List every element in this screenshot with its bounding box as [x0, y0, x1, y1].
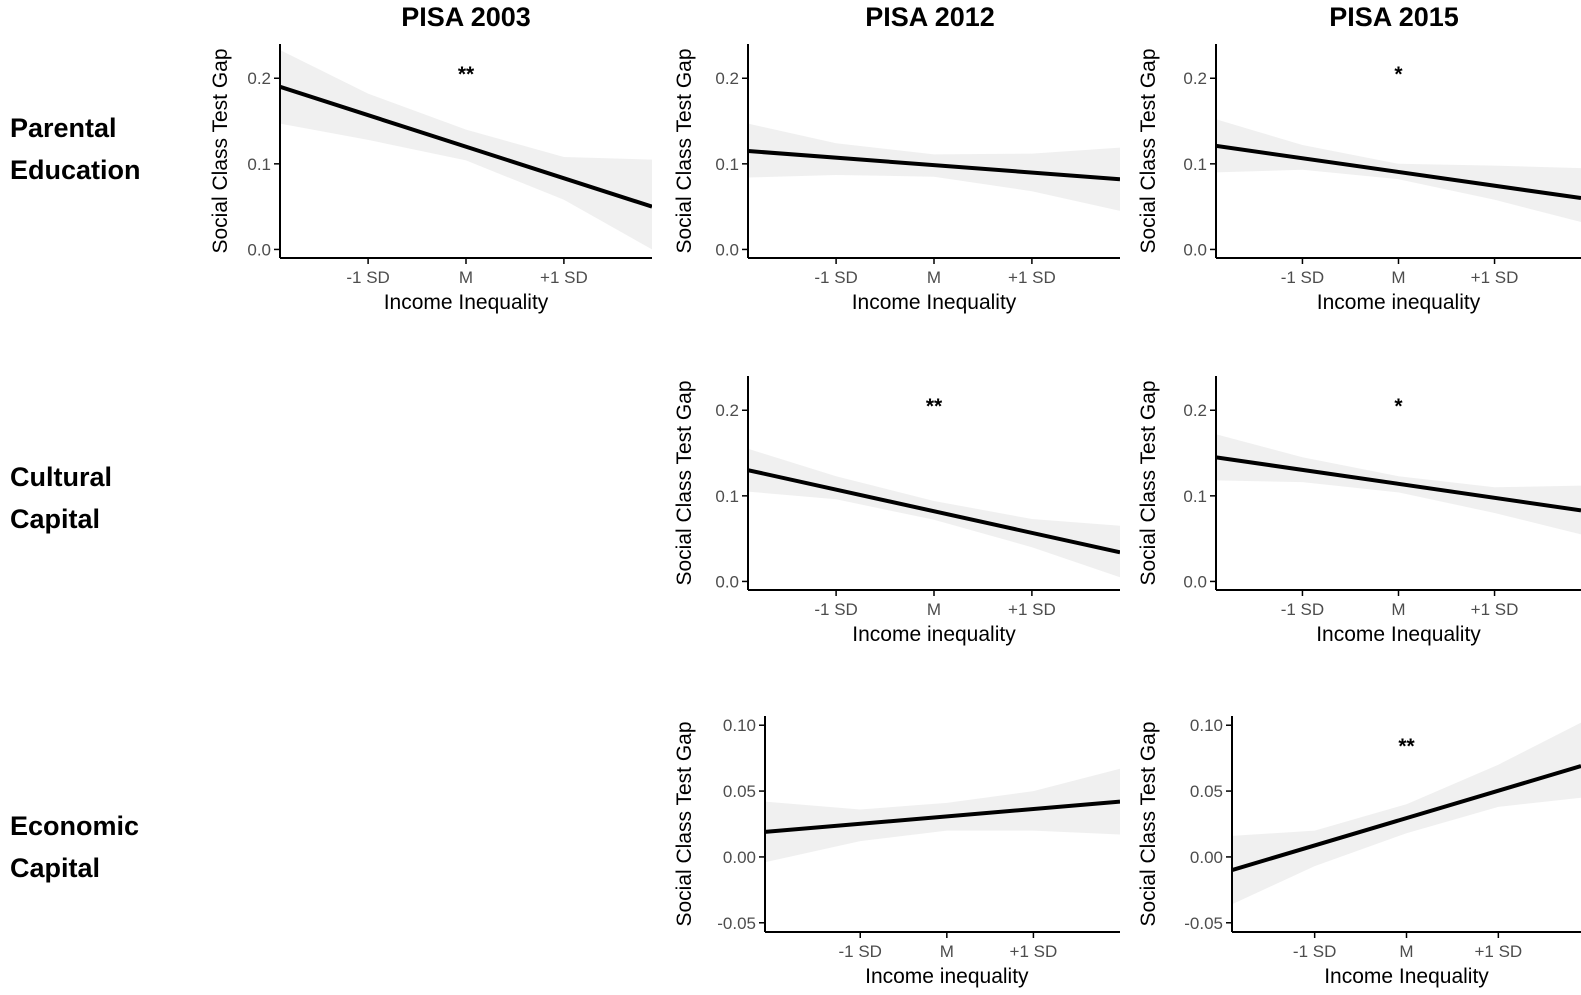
row-label-line: Education — [10, 155, 141, 185]
row-label-line: Capital — [10, 853, 101, 883]
row-label-line: Capital — [10, 504, 101, 534]
y-tick-label: 0.00 — [723, 848, 756, 867]
panel-p2015-parental: 0.0 0.1 0.2 -1 SD M +1 SD Income inequality Soc… — [1137, 44, 1581, 314]
y-axis-title: Social Class Test Gap — [1137, 48, 1160, 253]
significance-label: ** — [926, 395, 943, 418]
x-axis-title: Income inequality — [852, 623, 1016, 646]
x-tick-label: M — [1399, 942, 1413, 961]
y-axis-title: Social Class Test Gap — [1137, 721, 1160, 926]
significance-label: ** — [1398, 735, 1415, 758]
x-axis-title: Income inequality — [1317, 291, 1481, 314]
y-tick-label: 0.0 — [1183, 240, 1207, 259]
y-tick-label: 0.00 — [1190, 848, 1223, 867]
x-tick-label: +1 SD — [540, 268, 588, 287]
x-tick-label: M — [1391, 268, 1405, 287]
row-label-economic-capital: Economic Capital — [10, 805, 139, 889]
y-tick-label: 0.1 — [715, 155, 739, 174]
y-tick-label: 0.1 — [247, 155, 271, 174]
row-label-cultural-capital: Cultural Capital — [10, 456, 112, 540]
panel-p2015-cultural: 0.0 0.1 0.2 -1 SD M +1 SD Income Inequality Soc… — [1137, 376, 1581, 646]
y-axis-title: Social Class Test Gap — [209, 48, 232, 253]
x-tick-label: M — [459, 268, 473, 287]
y-tick-label: 0.1 — [715, 487, 739, 506]
y-tick-label: 0.0 — [247, 240, 271, 259]
x-axis-title: Income Inequality — [1324, 965, 1489, 988]
confidence-band — [748, 123, 1120, 211]
x-tick-label: +1 SD — [1471, 600, 1519, 619]
x-tick-label: -1 SD — [1281, 600, 1324, 619]
y-tick-label: -0.05 — [717, 914, 756, 933]
y-tick-label: 0.10 — [1190, 716, 1223, 735]
significance-label: * — [1394, 63, 1403, 86]
panel-p2012-parental: 0.0 0.1 0.2 -1 SD M +1 SD Income Inequality Soc… — [673, 44, 1120, 314]
regression-line — [748, 468, 1120, 555]
row-label-line: Cultural — [10, 462, 113, 492]
row-label-parental-education: Parental Education — [10, 107, 141, 191]
x-tick-label: -1 SD — [346, 268, 389, 287]
y-axis-title: Social Class Test Gap — [673, 48, 696, 253]
y-tick-label: 0.1 — [1183, 487, 1207, 506]
regression-line — [280, 84, 652, 209]
y-axis-title: Social Class Test Gap — [1137, 380, 1160, 585]
y-tick-label: -0.05 — [1184, 914, 1223, 933]
regression-line — [748, 149, 1120, 182]
significance-label: * — [1394, 395, 1403, 418]
confidence-band — [1232, 722, 1581, 905]
column-title-2012: PISA 2012 — [865, 2, 995, 32]
panel-p2012-cultural: 0.0 0.1 0.2 -1 SD M +1 SD Income inequality Soc… — [673, 376, 1120, 646]
x-tick-label: +1 SD — [1010, 942, 1058, 961]
x-tick-label: -1 SD — [1293, 942, 1336, 961]
y-tick-label: 0.10 — [723, 716, 756, 735]
regression-line — [1216, 143, 1581, 201]
row-label-line: Economic — [10, 811, 140, 841]
x-tick-label: -1 SD — [814, 600, 857, 619]
x-tick-label: M — [927, 600, 941, 619]
y-tick-label: 0.1 — [1183, 155, 1207, 174]
x-tick-label: +1 SD — [1474, 942, 1522, 961]
y-tick-label: 0.2 — [715, 401, 739, 420]
x-axis-title: Income inequality — [865, 965, 1029, 988]
y-tick-label: 0.0 — [715, 572, 739, 591]
y-tick-label: 0.2 — [1183, 69, 1207, 88]
x-axis-title: Income Inequality — [384, 291, 549, 314]
y-axis-title: Social Class Test Gap — [673, 380, 696, 585]
x-tick-label: +1 SD — [1008, 268, 1056, 287]
significance-label: ** — [458, 63, 475, 86]
y-tick-label: 0.0 — [1183, 572, 1207, 591]
y-tick-label: 0.2 — [715, 69, 739, 88]
panel-p2015-economic: -0.05 0.00 0.05 0.10 -1 SD M +1 SD Income Inequ… — [1137, 716, 1581, 988]
regression-line — [1232, 764, 1581, 873]
x-tick-label: +1 SD — [1471, 268, 1519, 287]
y-tick-label: 0.0 — [715, 240, 739, 259]
x-axis-title: Income Inequality — [1316, 623, 1481, 646]
x-tick-label: M — [940, 942, 954, 961]
y-tick-label: 0.2 — [1183, 401, 1207, 420]
row-label-line: Parental — [10, 113, 117, 143]
regression-line — [765, 799, 1120, 834]
x-tick-label: M — [927, 268, 941, 287]
panel-p2003-parental: 0.0 0.1 0.2 -1 SD M +1 SD Income Inequality Soc… — [209, 44, 652, 314]
x-tick-label: M — [1391, 600, 1405, 619]
regression-line — [1216, 455, 1581, 513]
y-tick-label: 0.05 — [723, 782, 756, 801]
column-title-2003: PISA 2003 — [401, 2, 531, 32]
x-tick-label: -1 SD — [1281, 268, 1324, 287]
x-tick-label: -1 SD — [839, 942, 882, 961]
x-axis-title: Income Inequality — [852, 291, 1017, 314]
confidence-band — [280, 50, 652, 250]
y-axis-title: Social Class Test Gap — [673, 721, 696, 926]
x-tick-label: -1 SD — [814, 268, 857, 287]
panel-p2012-economic: -0.05 0.00 0.05 0.10 -1 SD M +1 SD Income inequ… — [673, 716, 1120, 988]
x-tick-label: +1 SD — [1008, 600, 1056, 619]
y-tick-label: 0.05 — [1190, 782, 1223, 801]
column-title-2015: PISA 2015 — [1329, 2, 1459, 32]
y-tick-label: 0.2 — [247, 69, 271, 88]
